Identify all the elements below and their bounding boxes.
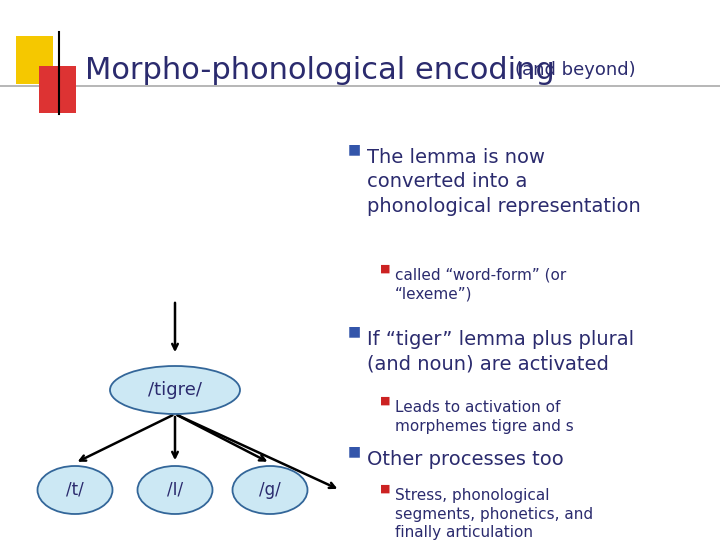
Text: /tigre/: /tigre/: [148, 381, 202, 399]
Text: called “word-form” (or
“lexeme”): called “word-form” (or “lexeme”): [395, 268, 566, 302]
Text: /t/: /t/: [66, 481, 84, 499]
Text: /I/: /I/: [167, 481, 183, 499]
Text: ■: ■: [380, 264, 390, 274]
Ellipse shape: [37, 466, 112, 514]
Ellipse shape: [110, 366, 240, 414]
Text: ■: ■: [348, 142, 361, 156]
Text: ■: ■: [380, 396, 390, 406]
Text: Leads to activation of
morphemes tigre and s: Leads to activation of morphemes tigre a…: [395, 400, 574, 434]
Text: ■: ■: [348, 324, 361, 338]
Text: If “tiger” lemma plus plural
(and noun) are activated: If “tiger” lemma plus plural (and noun) …: [367, 330, 634, 373]
Text: /g/: /g/: [259, 481, 281, 499]
Bar: [39, 66, 76, 113]
Ellipse shape: [138, 466, 212, 514]
Ellipse shape: [233, 466, 307, 514]
Text: The lemma is now
converted into a
phonological representation: The lemma is now converted into a phonol…: [367, 148, 641, 215]
Text: Other processes too: Other processes too: [367, 450, 564, 469]
Text: ■: ■: [348, 444, 361, 458]
Text: (and beyond): (and beyond): [515, 61, 636, 79]
Bar: [16, 36, 53, 84]
Text: Morpho-phonological encoding: Morpho-phonological encoding: [85, 56, 554, 85]
Text: ■: ■: [380, 484, 390, 494]
Text: Stress, phonological
segments, phonetics, and
finally articulation: Stress, phonological segments, phonetics…: [395, 488, 593, 540]
